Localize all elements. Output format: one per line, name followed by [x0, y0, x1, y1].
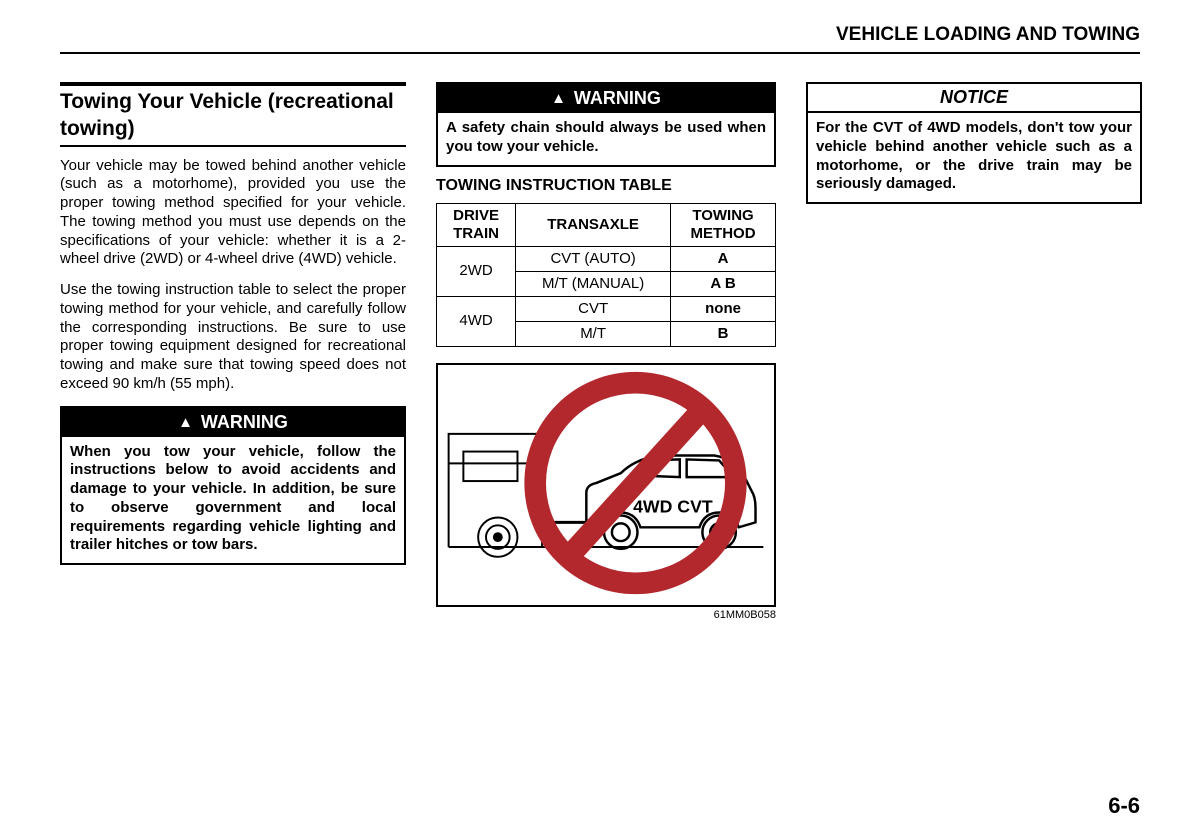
- prohibition-diagram-svg: 4WD CVT: [438, 365, 774, 605]
- cell-2wd: 2WD: [437, 246, 516, 296]
- warning-body-1: When you tow your vehicle, follow the in…: [62, 437, 404, 564]
- notice-body: For the CVT of 4WD models, don't tow you…: [808, 113, 1140, 202]
- page-header: VEHICLE LOADING AND TOWING: [60, 24, 1140, 54]
- diagram-vehicle-label: 4WD CVT: [633, 496, 713, 516]
- towing-table-title: TOWING INSTRUCTION TABLE: [436, 177, 776, 195]
- towing-table: DRIVETRAIN TRANSAXLE TOWINGMETHOD 2WD CV…: [436, 203, 776, 347]
- warning-box-1: ▲ WARNING When you tow your vehicle, fol…: [60, 406, 406, 566]
- cell-cvt-auto: CVT (AUTO): [516, 246, 671, 271]
- towing-diagram: 4WD CVT: [436, 363, 776, 607]
- paragraph-1: Your vehicle may be towed behind another…: [60, 157, 406, 270]
- warning-body-2: A safety chain should always be used whe…: [438, 113, 774, 165]
- th-drive: DRIVETRAIN: [437, 203, 516, 246]
- prohibition-icon: [535, 382, 736, 583]
- warning-triangle-icon: ▲: [178, 415, 193, 430]
- section-title: Towing Your Vehicle (recreational towing…: [60, 82, 406, 147]
- th-method: TOWINGMETHOD: [671, 203, 776, 246]
- cell-cvt: CVT: [516, 296, 671, 321]
- cell-4wd: 4WD: [437, 296, 516, 346]
- cell-method-ab: A B: [671, 271, 776, 296]
- warning-label-2: WARNING: [574, 88, 661, 109]
- notice-label: NOTICE: [808, 84, 1140, 113]
- notice-box: NOTICE For the CVT of 4WD models, don't …: [806, 82, 1142, 204]
- content-columns: Towing Your Vehicle (recreational towing…: [60, 82, 1140, 621]
- cell-mt-manual: M/T (MANUAL): [516, 271, 671, 296]
- cell-method-none: none: [671, 296, 776, 321]
- cell-method-a: A: [671, 246, 776, 271]
- warning-header: ▲ WARNING: [62, 408, 404, 437]
- warning-box-2: ▲ WARNING A safety chain should always b…: [436, 82, 776, 167]
- column-3: NOTICE For the CVT of 4WD models, don't …: [806, 82, 1142, 204]
- page-number: 6-6: [1108, 793, 1140, 819]
- warning-label: WARNING: [201, 412, 288, 433]
- warning-triangle-icon: ▲: [551, 91, 566, 106]
- column-1: Towing Your Vehicle (recreational towing…: [60, 82, 406, 575]
- paragraph-2: Use the towing instruction table to sele…: [60, 281, 406, 394]
- warning-header-2: ▲ WARNING: [438, 84, 774, 113]
- column-2: ▲ WARNING A safety chain should always b…: [436, 82, 776, 621]
- cell-mt: M/T: [516, 321, 671, 346]
- figure-reference: 61MM0B058: [436, 609, 776, 621]
- th-transaxle: TRANSAXLE: [516, 203, 671, 246]
- cell-method-b: B: [671, 321, 776, 346]
